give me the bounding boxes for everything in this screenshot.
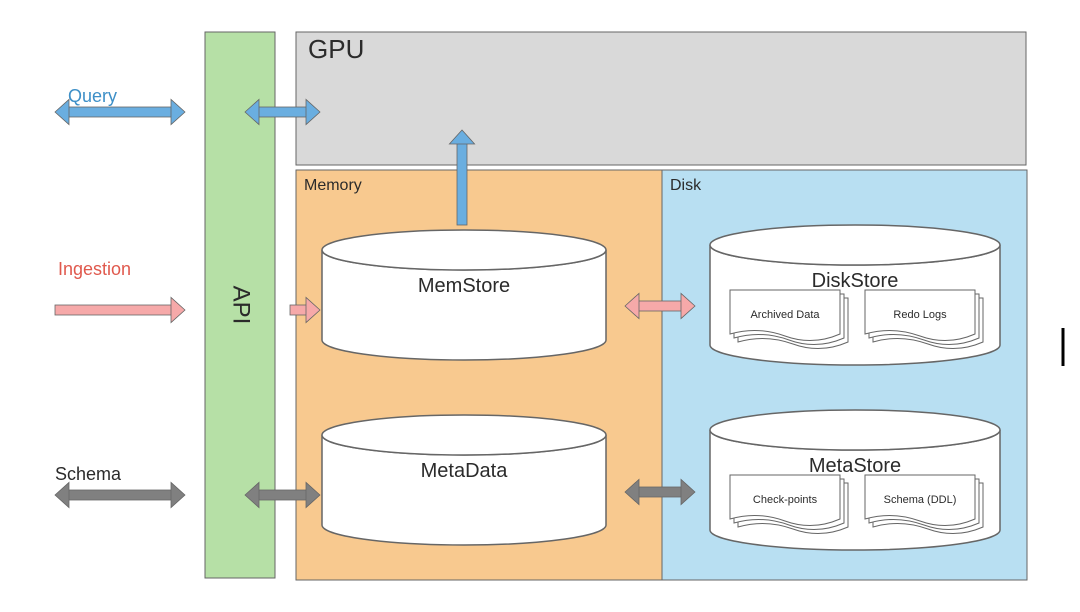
schema_left-arrow — [55, 482, 185, 507]
diskstore-label: DiskStore — [812, 270, 899, 292]
metadata-cylinder: MetaData — [322, 415, 606, 545]
schema_right-arrow — [245, 482, 320, 507]
memory-box-label: Memory — [304, 177, 362, 194]
metastore-label: MetaStore — [809, 455, 901, 477]
archived-label: Archived Data — [750, 309, 820, 321]
flow-label-schema: Schema — [55, 464, 122, 484]
api-box-label: API — [228, 286, 255, 325]
checkpts-doc: Check-points — [730, 475, 848, 534]
schemaddl-doc: Schema (DDL) — [865, 475, 983, 534]
gpu-box-label: GPU — [308, 34, 364, 64]
memstore-label: MemStore — [418, 275, 510, 297]
schemaddl-label: Schema (DDL) — [884, 494, 957, 506]
memstore-cylinder: MemStore — [322, 230, 606, 360]
query_right-arrow — [245, 99, 320, 124]
flow-label-ingestion: Ingestion — [58, 259, 131, 279]
ingestion_left-arrow — [55, 297, 185, 322]
metadata-label: MetaData — [421, 460, 509, 482]
redo-doc: Redo Logs — [865, 290, 983, 349]
disk-box-label: Disk — [670, 177, 702, 194]
gpu-box: GPU — [296, 32, 1026, 165]
redo-label: Redo Logs — [893, 309, 947, 321]
flow-label-query: Query — [68, 86, 117, 106]
checkpts-label: Check-points — [753, 494, 818, 506]
archived-doc: Archived Data — [730, 290, 848, 349]
